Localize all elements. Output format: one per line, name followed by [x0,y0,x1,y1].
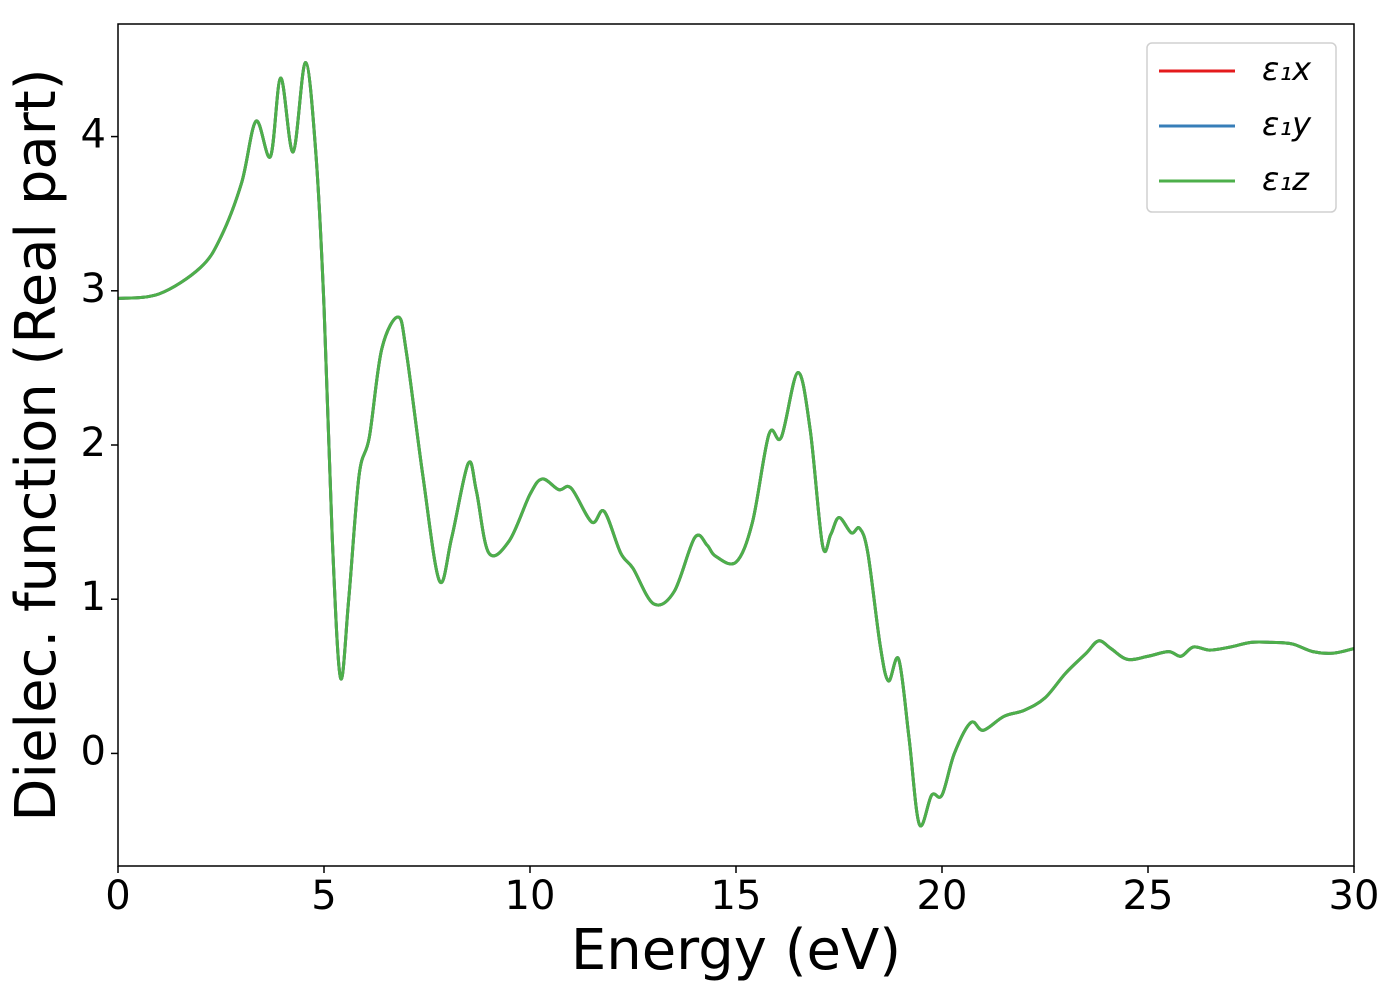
x-tick-label: 15 [711,873,762,919]
x-tick-label: 0 [105,873,130,919]
y-tick-label: 2 [81,420,106,466]
x-tick-label: 10 [505,873,556,919]
y-tick-label: 0 [81,728,106,774]
x-tick-label: 5 [311,873,336,919]
x-tick-label: 25 [1123,873,1174,919]
plot-frame [117,23,1355,867]
x-tick-label: 30 [1329,873,1380,919]
legend-label: ε₁y [1262,105,1312,143]
legend-label: ε₁z [1262,160,1310,198]
y-axis-label: Dielec. function (Real part) [4,68,69,821]
x-tick-label: 20 [917,873,968,919]
y-tick-label: 3 [81,266,106,312]
y-tick-label: 4 [81,112,106,158]
y-tick-label: 1 [81,574,106,620]
legend-label: ε₁x [1262,50,1312,88]
x-axis-label: Energy (eV) [571,918,901,983]
series-line [118,61,1354,828]
legend-box [1146,42,1337,213]
